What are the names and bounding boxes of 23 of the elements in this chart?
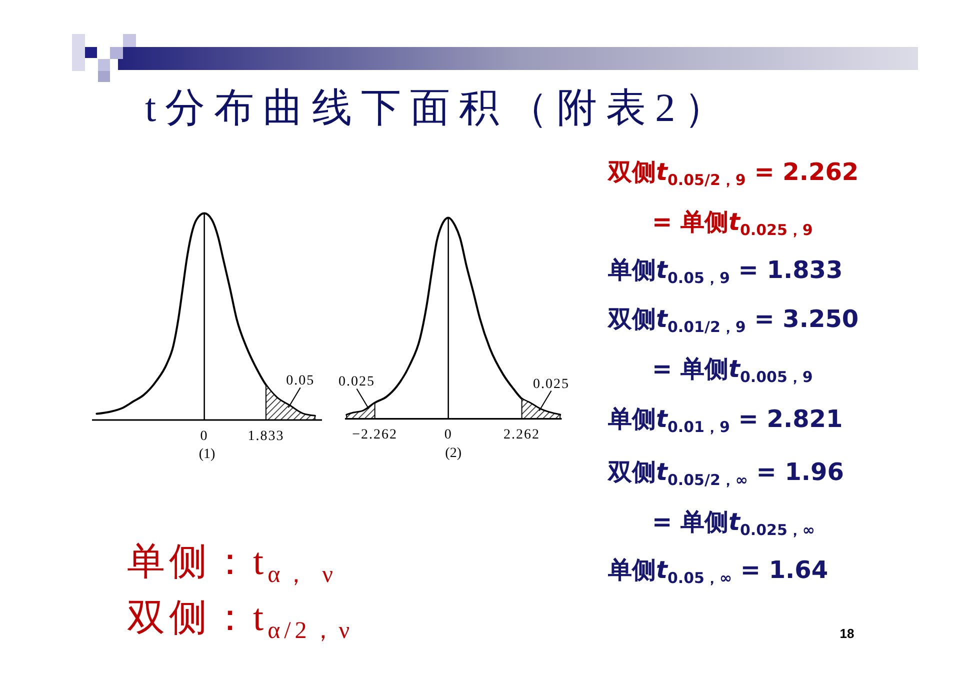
annotation: 0.025 (338, 374, 375, 390)
text: 双侧t$_{0.01/2，9}$ = 3.250 (607, 305, 859, 336)
annotation: 0.025 (533, 376, 570, 392)
text: 双侧：t$_{α/2，ν}$ (127, 597, 354, 644)
x-tick-label: 0 (444, 428, 452, 443)
text: 双侧t$_{0.05/2，∞}$ = 1.96 (607, 458, 844, 489)
x-tick-label: 1.833 (248, 428, 284, 444)
text: = 单侧t$_{0.005，9}$ (652, 355, 813, 386)
x-axis-title: (1) (198, 447, 216, 462)
text: 18 (840, 626, 854, 641)
x-tick-label: 0 (200, 428, 208, 444)
text: = 单侧t$_{0.025，9}$ (652, 208, 813, 239)
x-axis-title: (2) (445, 446, 462, 461)
text: 单侧：t$_{α， ν}$ (127, 541, 337, 588)
annotation: 0.05 (286, 374, 315, 389)
text: 单侧t$_{0.05，∞}$ = 1.64 (607, 556, 828, 587)
text: 单侧t$_{0.01，9}$ = 2.821 (607, 405, 843, 436)
text: = 单侧t$_{0.025，∞}$ (652, 508, 815, 539)
text: 单侧t$_{0.05，9}$ = 1.833 (607, 256, 843, 287)
text: t分布曲线下面积（附表2） (145, 85, 734, 130)
text: 双侧t$_{0.05/2，9}$ = 2.262 (607, 158, 859, 189)
x-tick-label: 2.262 (504, 428, 540, 443)
x-tick-label: −2.262 (352, 428, 398, 443)
